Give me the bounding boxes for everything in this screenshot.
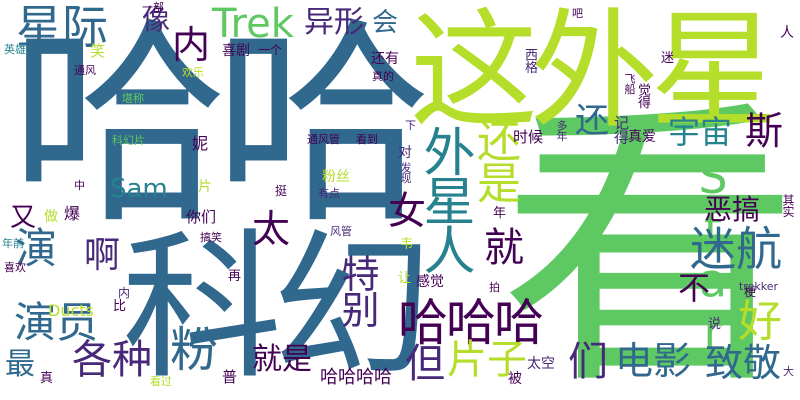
word-you: 又 bbox=[10, 203, 37, 233]
word-youdian: 有点 bbox=[318, 187, 340, 200]
word-ba: 吧 bbox=[572, 7, 583, 20]
word-dianying: 电影 bbox=[615, 339, 692, 383]
word-pai: 拍 bbox=[489, 281, 500, 294]
word-taikong: 太空 bbox=[527, 356, 555, 372]
word-qishi: 其实 bbox=[781, 194, 795, 217]
word-ni: 妮 bbox=[192, 134, 209, 153]
word-geng: 梗 bbox=[744, 285, 757, 299]
word-yanyuan: 演员 bbox=[14, 298, 99, 347]
word-ren: 人 bbox=[780, 25, 794, 41]
word-ducts: Ducts bbox=[48, 301, 94, 320]
word-mihang: 迷航 bbox=[690, 222, 782, 276]
word-gezhong: 各种 bbox=[72, 337, 152, 383]
word-pianzi: 片子 bbox=[447, 337, 527, 383]
word-zhong: 中 bbox=[74, 179, 85, 192]
word-dan: 但 bbox=[405, 341, 445, 387]
word-jide: 记得 bbox=[612, 115, 630, 144]
word-bao: 爆 bbox=[64, 204, 81, 223]
word-hui: 会 bbox=[372, 8, 399, 38]
word-jiushi: 就是 bbox=[252, 342, 312, 377]
word-zhijing: 致敬 bbox=[705, 341, 782, 385]
word-xia: 下 bbox=[405, 119, 416, 132]
word-mi: 迷 bbox=[661, 51, 675, 66]
word-bi: 比 bbox=[113, 299, 127, 314]
word-yixing: 异形 bbox=[304, 5, 364, 40]
word-kan: 看 bbox=[500, 75, 800, 400]
word-haha: 哈哈 bbox=[10, 0, 432, 253]
word-faxian: 发现 bbox=[399, 162, 412, 183]
word-xiang: 像 bbox=[142, 3, 171, 36]
word-pian: 片 bbox=[198, 179, 212, 195]
word-nimen: 你们 bbox=[186, 208, 217, 226]
word-kehuanpian: 科幻片 bbox=[112, 134, 145, 147]
word-xihuan: 喜欢 bbox=[4, 261, 26, 274]
word-hao: 好 bbox=[738, 296, 782, 347]
word-juede: 觉得 bbox=[635, 83, 650, 108]
word-kanguo: 看过 bbox=[150, 375, 172, 388]
word-feichuan: 飞船 bbox=[623, 73, 636, 94]
word-fengguan: 风管 bbox=[330, 225, 352, 238]
word-nei: 内 bbox=[172, 23, 211, 67]
word-yingxiong: 英雄 bbox=[4, 43, 26, 56]
word-zhende: 真的 bbox=[372, 70, 394, 83]
word-jiu: 就 bbox=[484, 225, 524, 271]
word-rang: 让 bbox=[398, 271, 412, 286]
word-yan: 演 bbox=[15, 224, 58, 273]
word-trekker: trekker bbox=[739, 280, 778, 293]
word-si: 斯 bbox=[745, 109, 784, 153]
word-nei-small: 内 bbox=[118, 286, 131, 300]
word-hai: 还 bbox=[575, 101, 609, 141]
word-hahahaha: 哈哈哈哈 bbox=[320, 367, 392, 388]
word-yibu: 一部 bbox=[142, 1, 164, 14]
word-pu: 普 bbox=[222, 368, 238, 386]
word-kehuan: 科幻 bbox=[122, 214, 432, 400]
word-zuo: 做 bbox=[44, 209, 58, 225]
word-tai: 太 bbox=[252, 207, 291, 251]
word-haishi: 还是 bbox=[469, 118, 520, 202]
word-tebie: 特别 bbox=[335, 254, 379, 327]
word-zai: 再 bbox=[228, 269, 242, 284]
word-zhen: 真 bbox=[40, 371, 54, 386]
word-haiyou: 还有 bbox=[371, 51, 399, 67]
word-zui: 最 bbox=[5, 347, 35, 382]
word-tongfeng: 通风 bbox=[74, 64, 96, 77]
word-gaoxiao: 搞笑 bbox=[200, 231, 222, 244]
word-kancheng: 堪称 bbox=[122, 92, 144, 105]
word-xige: 西格 bbox=[522, 48, 537, 73]
word-yuzhou: 宇宙 bbox=[668, 113, 733, 151]
word-bei: 被 bbox=[508, 371, 522, 387]
word-xiju: 喜剧 bbox=[222, 43, 250, 59]
word-nian: 年 bbox=[493, 206, 507, 221]
word-ganjue: 感觉 bbox=[416, 274, 444, 290]
word-sam: Sam bbox=[110, 174, 168, 204]
word-tongfengguan: 通风管 bbox=[307, 133, 340, 146]
word-fensi: 粉丝 bbox=[322, 169, 350, 185]
word-hahaha: 哈哈哈 bbox=[398, 294, 544, 352]
word-wei: 韦 bbox=[400, 237, 414, 252]
word-fen: 粉 bbox=[170, 322, 219, 378]
word-kandao: 看到 bbox=[356, 133, 378, 146]
word-xingji: 星际 bbox=[16, 0, 108, 54]
word-zhe-waixing: 这外星 bbox=[410, 0, 778, 146]
word-waixingren: 外星人 bbox=[414, 125, 474, 274]
word-nv: 女 bbox=[388, 189, 427, 233]
word-huanle: 欢乐 bbox=[182, 66, 204, 79]
word-da: 大 bbox=[783, 365, 794, 378]
word-duonian: 多年 bbox=[555, 120, 568, 141]
word-bu: 不 bbox=[678, 269, 711, 307]
word-dui: 对 bbox=[398, 145, 412, 161]
word-yige: 一个 bbox=[258, 43, 283, 57]
word-star: Star bbox=[686, 150, 740, 357]
word-egao: 恶搞 bbox=[704, 193, 761, 226]
word-xiao: 笑 bbox=[90, 42, 106, 60]
word-ting: 挺 bbox=[275, 184, 288, 198]
word-shuo: 说 bbox=[708, 317, 722, 332]
word-shihou: 时候 bbox=[513, 128, 544, 146]
word-men: 们 bbox=[568, 339, 608, 385]
word-a: 啊 bbox=[84, 235, 121, 276]
word-zhenai: 真爱 bbox=[628, 129, 656, 145]
word-trek: Trek bbox=[212, 1, 294, 47]
word-nianqian: 年前 bbox=[2, 237, 24, 250]
